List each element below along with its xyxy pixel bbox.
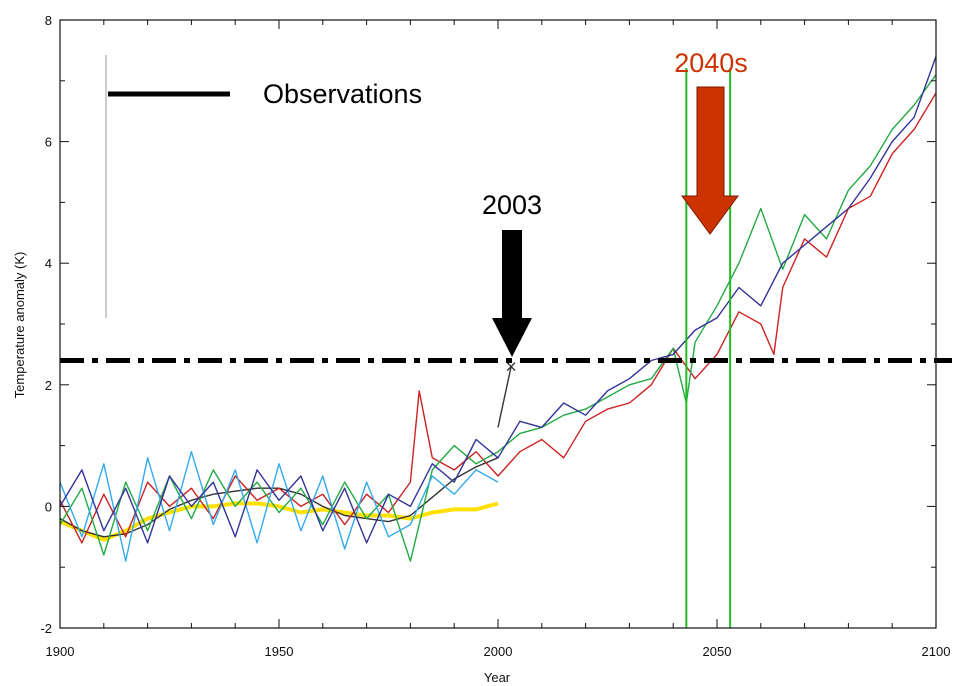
- annotation-2040s: 2040s: [674, 48, 748, 235]
- series-line-6: [59, 56, 937, 544]
- y-axis-title: Temperature anomaly (K): [12, 252, 27, 399]
- x-tick-label: 1950: [265, 644, 294, 659]
- legend-label-observations: Observations: [263, 79, 422, 109]
- series-line-5: [59, 451, 499, 562]
- annotation-2003: 2003: [482, 190, 542, 357]
- annotation-2040s-label: 2040s: [674, 48, 748, 78]
- y-tick-label: 0: [45, 499, 52, 514]
- x-tick-label: 2050: [703, 644, 732, 659]
- y-tick-label: 8: [45, 13, 52, 28]
- series-layer: [59, 56, 937, 562]
- y-tick-label: 2: [45, 378, 52, 393]
- overlay-layer: [60, 68, 952, 628]
- series-line-3: [59, 92, 937, 544]
- y-tick-label: 6: [45, 135, 52, 150]
- y-tick-label: -2: [40, 621, 52, 636]
- x-tick-label: 2100: [922, 644, 951, 659]
- legend: Observations: [105, 55, 422, 318]
- axes-layer: 1900 1950 2000 2050 2100 -2 0 2 4 6 8: [40, 13, 950, 659]
- y-tick-label: 4: [45, 256, 52, 271]
- x-axis-title: Year: [484, 670, 511, 685]
- annotation-2003-label: 2003: [482, 190, 542, 220]
- annotation-2003-arrow: [492, 230, 532, 357]
- series-line-2: [497, 366, 512, 428]
- observation-2003-marker: [506, 362, 516, 372]
- x-tick-label: 1900: [46, 644, 75, 659]
- annotation-2040s-arrow: [681, 86, 739, 235]
- x-tick-label: 2000: [484, 644, 513, 659]
